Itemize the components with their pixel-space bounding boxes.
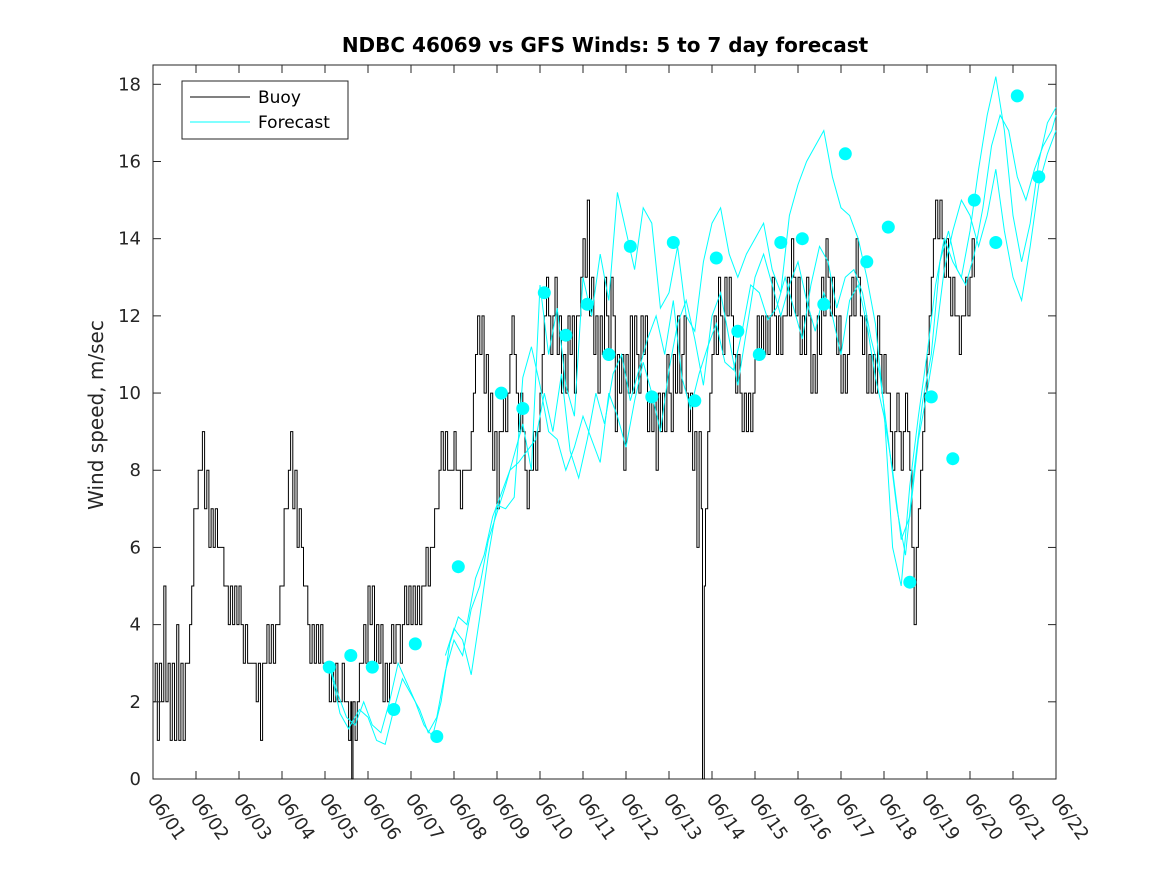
series-line-forecast-1 [328,113,1057,738]
forecast-marker [365,660,379,674]
y-tick-label: 4 [130,615,141,636]
forecast-marker [752,348,766,361]
forecast-marker [623,239,637,253]
marker-layer [322,89,1046,743]
forecast-marker [602,348,616,361]
legend-label-buoy: Buoy [258,88,301,108]
forecast-marker [795,232,809,246]
x-tick-label: 06/16 [788,790,835,845]
x-tick-label: 06/13 [659,790,706,845]
y-axis-label: Wind speed, m/sec [84,320,108,510]
forecast-marker [387,703,401,716]
x-tick-label: 06/02 [186,790,233,845]
chart-title: NDBC 46069 vs GFS Winds: 5 to 7 day fore… [342,33,869,57]
forecast-marker [559,328,573,342]
forecast-marker [817,297,831,311]
y-tick-label: 0 [130,769,141,790]
plot-area: 0 2 4 6 8 10 12 14 16 18 06/0106/0206/0306/0406/05… [118,64,1093,845]
forecast-marker [989,236,1003,249]
y-tick-label: 10 [118,383,141,404]
forecast-marker [1010,89,1024,103]
forecast-marker [344,649,358,662]
forecast-marker [666,236,680,249]
x-tick-label: 06/18 [874,790,921,845]
forecast-marker [731,324,745,338]
x-tick-label: 06/11 [573,790,620,845]
x-tick-label: 06/10 [530,790,577,845]
x-tick-label: 06/20 [960,790,1007,845]
forecast-marker [924,390,938,404]
x-tick-label: 06/21 [1003,790,1050,845]
x-tick-label: 06/05 [315,790,362,845]
x-tick-label: 06/09 [487,790,534,845]
x-tick-label: 06/12 [616,790,663,845]
legend-label-forecast: Forecast [258,113,330,133]
forecast-marker [860,255,874,269]
y-tick-label: 16 [118,151,141,172]
x-tick-label: 06/17 [831,790,878,845]
forecast-marker [580,297,594,311]
forecast-marker [709,251,723,265]
forecast-marker [881,220,895,234]
x-tick-label: 06/14 [702,790,749,845]
forecast-marker [537,286,551,300]
forecast-marker [838,147,852,161]
x-tick-label: 06/01 [143,790,190,845]
forecast-marker [451,560,465,574]
forecast-marker [322,660,336,674]
y-tick-label: 2 [130,692,141,713]
x-tick-label: 06/07 [401,790,448,845]
y-tick-label: 6 [130,537,141,558]
legend: Buoy Forecast [181,80,349,140]
x-tick-label: 06/06 [358,790,405,845]
series-line-buoy [153,199,975,780]
forecast-marker [946,452,960,466]
y-tick-label: 18 [118,74,141,95]
forecast-marker [774,236,788,249]
forecast-marker [967,193,981,207]
forecast-marker [1032,170,1046,184]
series-line-forecast-2 [328,76,1057,746]
forecast-marker [408,637,422,651]
legend-box [181,80,349,140]
forecast-marker [494,386,508,400]
forecast-marker [688,394,702,408]
forecast-marker [903,575,917,589]
forecast-marker [516,402,530,415]
y-tick-label: 12 [118,306,141,327]
x-tick-label: 06/19 [917,790,964,845]
forecast-marker [430,730,444,743]
x-tick-label: 06/22 [1046,790,1093,845]
x-tick-label: 06/15 [745,790,792,845]
y-tick-label: 14 [118,229,141,250]
x-tick-label: 06/08 [444,790,491,845]
forecast-marker [645,390,659,404]
series-line-forecast-3 [444,130,1057,675]
series-layer [153,76,1057,780]
x-tick-label: 06/04 [272,790,319,845]
x-tick-label: 06/03 [229,790,276,845]
y-tick-label: 8 [130,460,141,481]
